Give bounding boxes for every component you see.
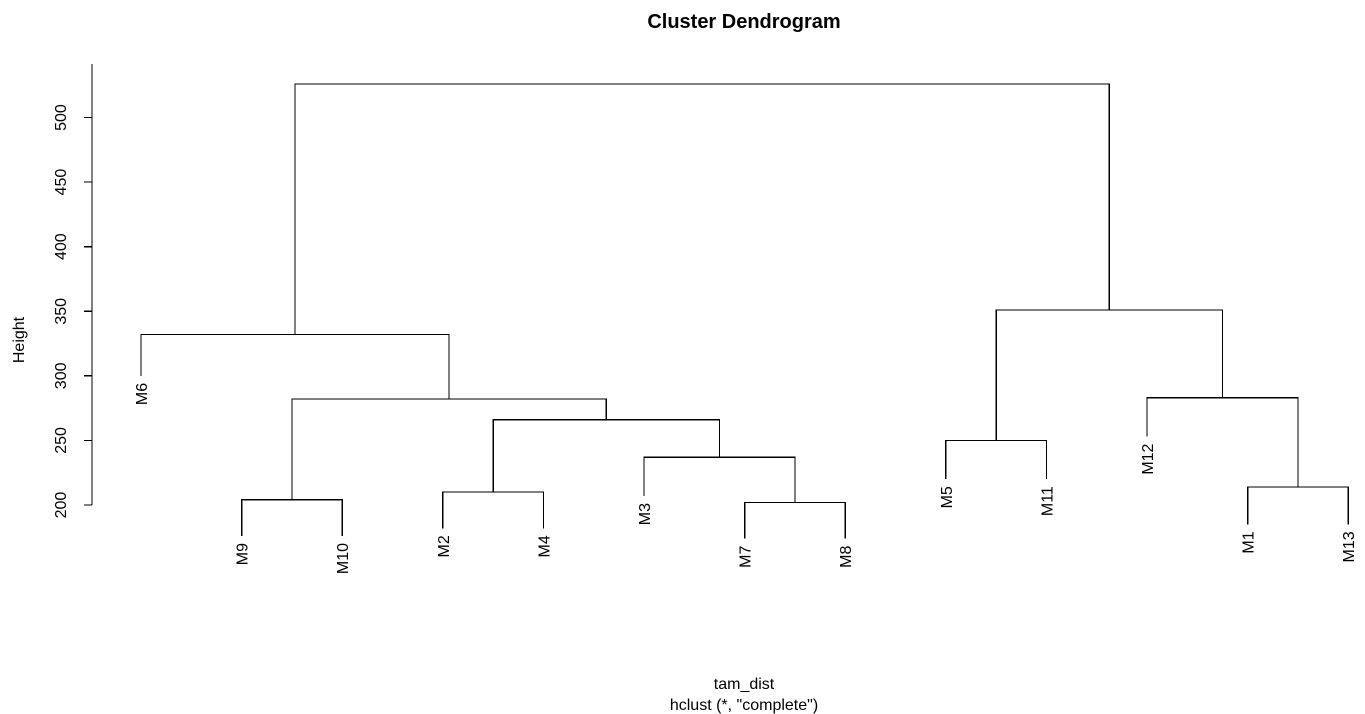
x-axis-label: tam_dist: [714, 676, 775, 693]
leaf-label-m12: M12: [1140, 443, 1157, 474]
dendrogram-merge-c6: [291, 398, 607, 500]
y-axis: 200 250 300 350 400 450 500: [53, 64, 93, 519]
leaf-label-m11: M11: [1039, 486, 1056, 516]
y-tick-label: 300: [53, 362, 70, 389]
leaf-label-m13: M13: [1341, 531, 1358, 562]
method-sublabel: hclust (*, "complete"): [670, 697, 818, 714]
leaf-label-m5: M5: [939, 486, 956, 508]
dendrogram-merge-c10: [1146, 397, 1299, 487]
y-tick-label: 450: [53, 169, 70, 196]
y-tick-label: 250: [53, 427, 70, 454]
leaf-label-m9: M9: [235, 543, 252, 565]
chart-title: Cluster Dendrogram: [647, 11, 840, 33]
dendrogram-merge-c5: [492, 419, 721, 493]
leaf-label-m10: M10: [335, 543, 352, 574]
leaf-labels: M6 M9 M10 M2 M4 M3 M7 M8 M5 M11 M12 M1 M13: [134, 383, 1358, 574]
dendrogram-merge-c11: [995, 309, 1224, 441]
dendrogram-merge-c12: [294, 83, 1110, 335]
dendrogram-merge-c9: [1246, 486, 1349, 525]
dendrogram-merge-c4: [643, 456, 796, 503]
leaf-label-m8: M8: [838, 545, 855, 567]
leaf-label-m1: M1: [1241, 531, 1258, 553]
dendrogram-merge-M9-M10: [240, 499, 343, 536]
dendrogram-merge-c7: [140, 333, 450, 400]
y-tick-label: 400: [53, 233, 70, 260]
dendrogram-merge-c8: [945, 439, 1048, 480]
y-tick-label: 350: [53, 298, 70, 325]
dendrogram-merge-M2-M4: [442, 491, 545, 529]
leaf-label-m2: M2: [436, 535, 453, 557]
dendrogram-merge-M7-M8: [743, 501, 846, 539]
dendrogram-tree: [140, 83, 1349, 539]
leaf-label-m7: M7: [738, 545, 755, 567]
leaf-label-m3: M3: [637, 503, 654, 525]
y-tick-label: 500: [53, 104, 70, 131]
leaf-label-m6: M6: [134, 383, 151, 405]
y-axis-label: Height: [11, 316, 28, 363]
y-tick-label: 200: [53, 492, 70, 519]
leaf-label-m4: M4: [536, 535, 553, 557]
